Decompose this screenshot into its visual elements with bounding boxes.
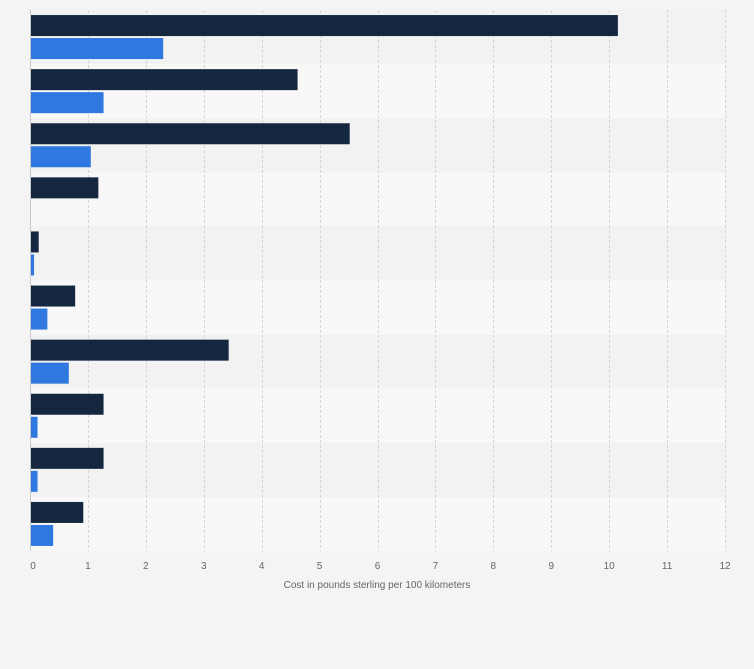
bar-series-2-category-5: [30, 254, 35, 276]
x-tick-label: 6: [375, 561, 381, 572]
x-tick-label: 3: [201, 561, 207, 572]
bar-series-1-category-9: [30, 447, 104, 469]
bar-series-2-category-1: [30, 38, 164, 60]
bars: [30, 15, 618, 546]
x-tick-label: 9: [548, 561, 554, 572]
bar-series-2-category-3: [30, 146, 91, 168]
bar-series-2-category-7: [30, 362, 69, 384]
category-band: [30, 442, 725, 497]
bar-series-1-category-5: [30, 231, 39, 253]
x-tick-label: 12: [719, 561, 731, 572]
x-tick-label: 4: [259, 561, 265, 572]
bar-series-1-category-2: [30, 69, 298, 91]
category-bands: [30, 10, 725, 551]
bar-series-2-category-10: [30, 524, 54, 546]
category-band: [30, 172, 725, 227]
x-tick-label: 10: [604, 561, 616, 572]
x-tick-label: 1: [85, 561, 91, 572]
bar-series-2-category-8: [30, 416, 38, 438]
bar-series-1-category-8: [30, 393, 104, 415]
bar-series-1-category-10: [30, 501, 84, 523]
bar-series-1-category-7: [30, 339, 229, 361]
category-band: [30, 496, 725, 551]
bar-series-1-category-3: [30, 123, 350, 145]
x-axis-title: Cost in pounds sterling per 100 kilomete…: [284, 580, 471, 591]
x-tick-labels: 0 1 2 3 4 5 6 7 8 9 10 11 12: [30, 561, 731, 572]
x-tick-label: 8: [491, 561, 497, 572]
x-tick-label: 11: [662, 561, 673, 572]
category-band: [30, 388, 725, 443]
bar-series-2-category-9: [30, 470, 38, 492]
bar-series-2-category-2: [30, 92, 104, 114]
x-tick-label: 0: [30, 561, 36, 572]
x-tick-label: 2: [143, 561, 149, 572]
category-band: [30, 226, 725, 281]
x-tick-label: 7: [433, 561, 439, 572]
category-band: [30, 280, 725, 335]
bar-series-2-category-6: [30, 308, 48, 330]
bar-series-1-category-1: [30, 15, 618, 37]
bar-series-1-category-4: [30, 177, 99, 199]
bar-series-1-category-6: [30, 285, 76, 307]
x-tick-label: 5: [317, 561, 323, 572]
